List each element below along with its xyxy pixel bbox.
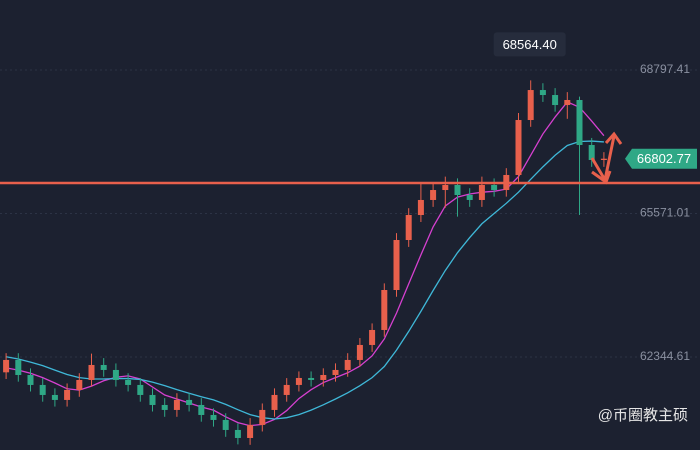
- annotation-label: 68564.40: [503, 37, 557, 52]
- y-tick-label: 65571.01: [640, 206, 690, 220]
- candle-body: [308, 377, 315, 380]
- candle-body: [3, 359, 10, 373]
- candle-body: [564, 99, 571, 106]
- candle-body: [600, 158, 607, 160]
- candle-body: [137, 384, 144, 395]
- candle-body: [234, 429, 241, 438]
- candle-body: [344, 359, 351, 370]
- candle-body: [15, 359, 22, 375]
- arrow-head-down: [591, 170, 612, 185]
- candle-body: [405, 215, 412, 241]
- candle-body: [112, 369, 119, 380]
- candle-body: [51, 394, 58, 400]
- candle-body: [417, 199, 424, 216]
- candle-body: [466, 194, 473, 200]
- candle-body: [369, 329, 376, 345]
- candle-body: [454, 184, 461, 195]
- candle-body: [186, 399, 193, 405]
- candle-body: [491, 184, 498, 191]
- candle-body: [295, 377, 302, 385]
- candle-body: [381, 289, 388, 330]
- trend-arrows: [590, 131, 623, 185]
- candle-body: [210, 414, 217, 420]
- candle-body: [76, 379, 83, 390]
- candle-body: [588, 145, 595, 160]
- candle-body: [27, 374, 34, 385]
- candle-body: [149, 394, 156, 405]
- candle-body: [64, 389, 71, 400]
- candle-body: [161, 404, 168, 410]
- y-tick-label: 68797.41: [640, 62, 690, 76]
- watermark: @币圈教主硕: [598, 407, 688, 424]
- candle-body: [430, 190, 437, 200]
- candle-body: [283, 384, 290, 395]
- candle-body: [527, 90, 534, 121]
- candle-body: [222, 419, 229, 430]
- candle-body: [478, 184, 485, 200]
- candle-body: [576, 99, 583, 146]
- candle-body: [539, 90, 546, 96]
- last-price-label: 66802.77: [637, 151, 691, 166]
- candle-body: [552, 95, 559, 106]
- candle-body: [247, 424, 254, 438]
- candle-body: [259, 409, 266, 425]
- candle-body: [271, 394, 278, 410]
- candle-body: [173, 399, 180, 410]
- moving-average-line: [5, 140, 604, 420]
- y-tick-label: 62344.61: [640, 349, 690, 363]
- candle-body: [320, 374, 327, 380]
- candle-body: [100, 364, 107, 370]
- arrow-head-up: [604, 131, 623, 145]
- candle-body: [515, 120, 522, 175]
- last-price-tag: [625, 148, 697, 169]
- candle-body: [442, 184, 449, 191]
- candle-body: [125, 379, 132, 385]
- candle-body: [356, 344, 363, 360]
- candle-body: [393, 240, 400, 290]
- candle-body: [198, 404, 205, 415]
- annotation-box: [493, 32, 566, 57]
- candle-body: [332, 369, 339, 375]
- candle-body: [39, 384, 46, 395]
- candle-body: [88, 364, 95, 380]
